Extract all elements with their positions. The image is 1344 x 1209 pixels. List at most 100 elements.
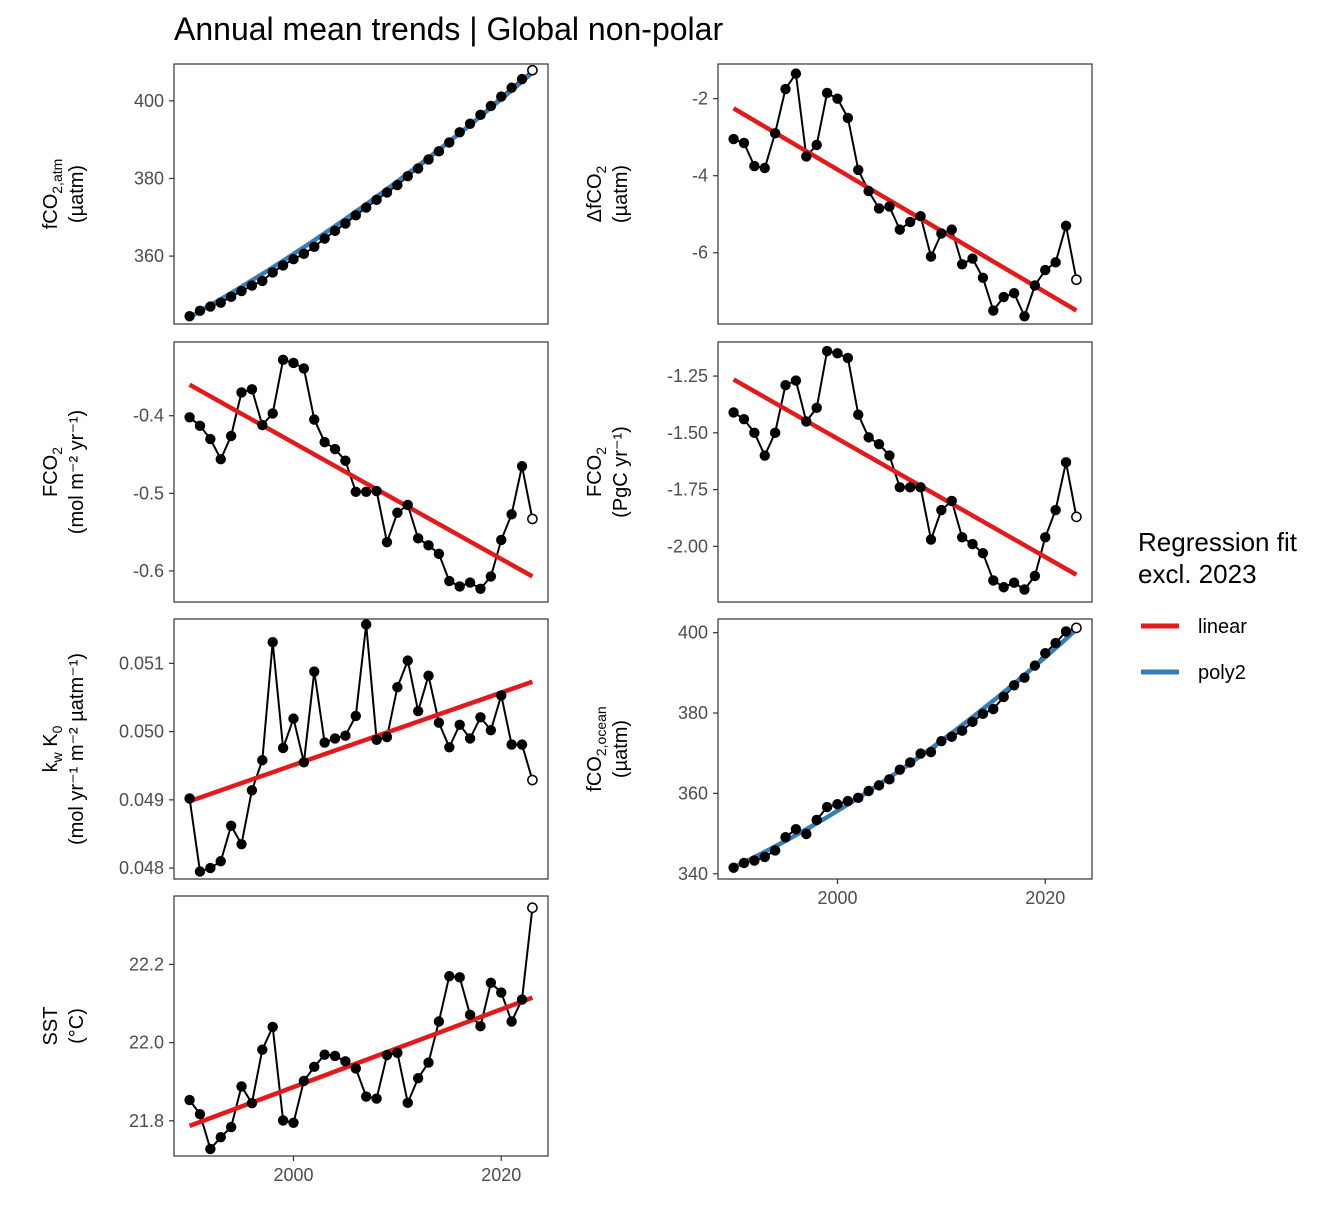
data-point	[236, 387, 247, 398]
legend-label-poly2: poly2	[1198, 662, 1246, 684]
data-point	[873, 438, 885, 450]
data-point	[402, 655, 413, 666]
data-point	[1019, 311, 1030, 322]
data-point	[236, 285, 247, 297]
data-point	[246, 785, 258, 796]
data-point	[832, 348, 843, 359]
data-point	[759, 450, 770, 461]
data-point	[371, 485, 382, 497]
data-point	[863, 785, 874, 797]
y-tick-label: -0.4	[133, 406, 164, 426]
data-point	[381, 187, 393, 198]
data-point	[194, 866, 206, 877]
data-point	[904, 216, 916, 228]
data-point	[464, 1009, 476, 1021]
data-point	[288, 1117, 299, 1128]
data-point	[811, 402, 822, 414]
data-point	[423, 670, 434, 681]
data-point	[329, 443, 341, 455]
data-point	[298, 363, 310, 374]
data-point	[236, 838, 247, 850]
data-point	[506, 82, 517, 93]
data-point	[392, 1047, 403, 1058]
x-tick-label: 2000	[273, 1165, 313, 1185]
data-point	[1040, 264, 1051, 276]
data-point	[454, 581, 465, 592]
data-point	[475, 1020, 486, 1032]
data-point	[821, 87, 833, 99]
y-axis-label-main: fCO2,atm	[40, 159, 65, 230]
data-point	[801, 828, 812, 840]
data-point	[956, 259, 968, 270]
data-point	[915, 210, 926, 222]
data-point	[340, 1056, 351, 1067]
data-point	[392, 179, 403, 191]
data-point	[381, 1049, 393, 1061]
data-point	[298, 757, 310, 768]
linear-fit-line	[732, 377, 1078, 577]
data-point	[1019, 672, 1030, 683]
data-point	[267, 267, 278, 278]
data-point	[759, 851, 770, 863]
y-tick-label: 360	[134, 246, 164, 266]
data-point	[257, 419, 268, 431]
data-point	[936, 228, 947, 239]
data-point	[454, 719, 465, 730]
data-point	[194, 1108, 206, 1120]
data-point-excluded	[1071, 274, 1082, 286]
data-point	[925, 251, 937, 262]
data-point	[475, 712, 486, 723]
y-axis-label: FCO2 (PgC yr⁻¹)	[584, 426, 632, 518]
data-point	[433, 146, 445, 157]
plot-area	[184, 902, 538, 1155]
y-tick-label: 0.049	[119, 790, 164, 810]
x-axes-group: 2000 2020 2000 2020	[273, 879, 1065, 1185]
data-point	[319, 233, 330, 244]
y-axis-label-main: SST	[40, 1007, 62, 1046]
data-point	[496, 987, 507, 998]
data-point	[412, 163, 424, 174]
y-axis-label-unit: (PgC yr⁻¹)	[610, 426, 632, 518]
data-point	[1060, 626, 1072, 637]
y-tick-label: -4	[692, 166, 708, 186]
data-point	[780, 83, 791, 95]
data-point	[371, 194, 382, 206]
panel-sst: 21.8 22.0 22.2 SST (°C)	[40, 895, 549, 1157]
data-point	[267, 637, 278, 648]
data-point	[184, 1094, 195, 1106]
data-point	[392, 682, 403, 693]
y-axis-label-unit: (µatm)	[66, 165, 88, 223]
data-point	[998, 691, 1009, 703]
data-point	[863, 185, 874, 197]
legend-title-line1: Regression fit	[1138, 527, 1298, 557]
y-tick-label: -6	[692, 243, 708, 263]
data-point	[1040, 532, 1051, 543]
data-point	[1008, 287, 1020, 299]
data-point	[288, 357, 299, 369]
data-point	[309, 414, 320, 425]
data-point	[360, 202, 372, 213]
data-point	[516, 994, 528, 1005]
legend-title-line2: excl. 2023	[1138, 559, 1257, 589]
data-point	[884, 774, 895, 785]
data-point	[936, 735, 947, 747]
y-tick-label: 0.050	[119, 722, 164, 742]
data-point	[811, 139, 822, 151]
data-point	[977, 708, 989, 720]
y-tick-label: 340	[678, 864, 708, 884]
data-point	[516, 460, 528, 472]
data-point	[801, 151, 812, 162]
data-point	[225, 820, 237, 831]
data-point	[298, 248, 310, 259]
data-point	[946, 224, 957, 235]
data-point	[496, 534, 507, 546]
y-tick-label: 380	[678, 703, 708, 723]
y-axis-label: kw K0 (mol yr⁻¹ m⁻² µatm⁻¹)	[40, 653, 88, 845]
data-point	[516, 739, 528, 750]
y-tick-label: -1.75	[667, 480, 708, 500]
data-point	[1050, 504, 1061, 516]
y-axis-label: fCO2,atm (µatm)	[40, 159, 88, 230]
data-point	[988, 305, 999, 316]
data-point-excluded	[527, 774, 538, 786]
y-tick-label: 0.048	[119, 858, 164, 878]
